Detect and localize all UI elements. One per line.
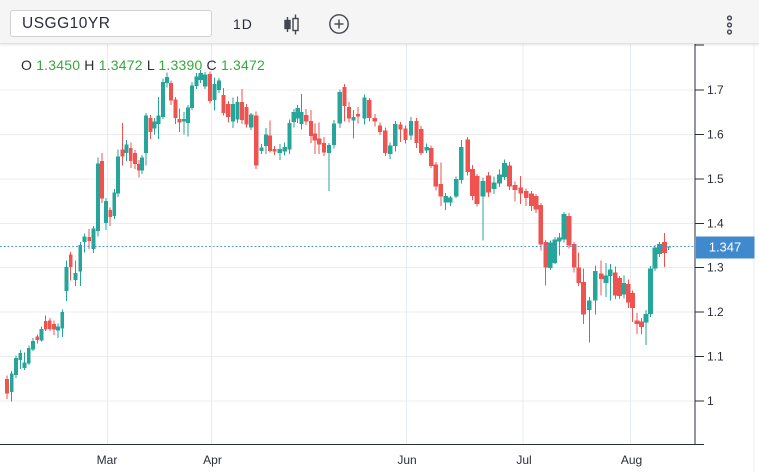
svg-text:Jun: Jun [397,453,416,467]
svg-text:1.347: 1.347 [709,240,742,255]
svg-text:1.2: 1.2 [707,305,724,319]
svg-text:1.3: 1.3 [707,261,724,275]
svg-text:1.1: 1.1 [707,350,724,364]
svg-text:1: 1 [707,394,714,408]
svg-text:Apr: Apr [203,453,222,467]
svg-text:1.6: 1.6 [707,127,724,141]
svg-text:Mar: Mar [97,453,118,467]
svg-text:1.7: 1.7 [707,83,724,97]
svg-text:1.4: 1.4 [707,216,724,230]
svg-text:Jul: Jul [516,453,531,467]
svg-text:1.5: 1.5 [707,172,724,186]
svg-text:Aug: Aug [621,453,642,467]
